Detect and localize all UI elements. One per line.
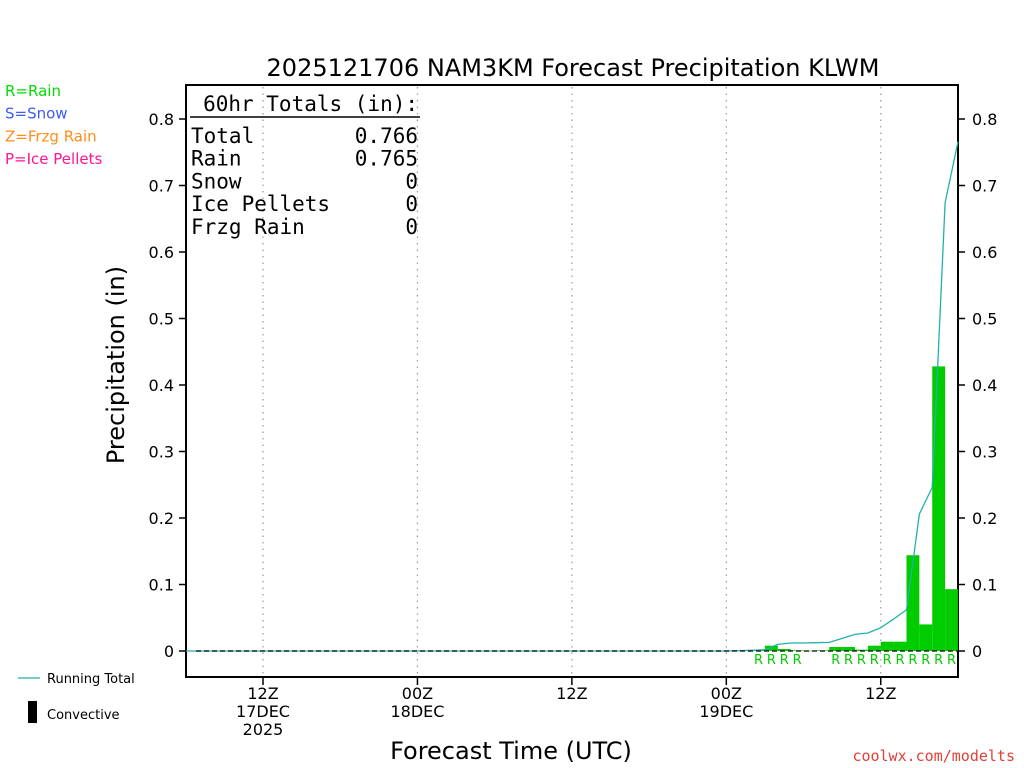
y-tick-label-right: 0.2 bbox=[972, 509, 997, 528]
y-tick-label-left: 0.5 bbox=[149, 310, 174, 329]
ptype-mark-rain: R bbox=[883, 653, 892, 668]
precip-bar bbox=[880, 641, 894, 651]
ptype-mark-rain: R bbox=[767, 653, 776, 668]
ptype-mark-rain: R bbox=[857, 653, 866, 668]
totals-label: Total bbox=[191, 124, 254, 148]
totals-value: 0 bbox=[405, 169, 418, 193]
convective-legend-swatch bbox=[28, 701, 37, 723]
ptype-legend-item: Z=Frzg Rain bbox=[5, 127, 97, 145]
ptype-mark-rain: R bbox=[844, 653, 853, 668]
y-tick-label-right: 0.3 bbox=[972, 443, 997, 462]
ptype-mark-rain: R bbox=[896, 653, 905, 668]
convective-legend-label: Convective bbox=[47, 708, 120, 723]
totals-box: 60hr Totals (in): Total 0.766 Rain 0.765 Sno… bbox=[190, 92, 420, 239]
y-axis-ticks: 0 00.1 0.10.2 0.20.3 0.30.4 0.40.5 0.50.6 0.60.… bbox=[149, 110, 998, 661]
time-tick-label-0-0: 12Z bbox=[247, 684, 278, 703]
y-tick-label-right: 0.1 bbox=[972, 576, 997, 595]
totals-rows: Total 0.766 Rain 0.765 Snow 0 Ice Pellets 0 Frzg… bbox=[191, 124, 418, 239]
ptype-mark-rain: R bbox=[908, 653, 917, 668]
time-tick-label-0-1: 17DEC bbox=[236, 702, 290, 721]
running-total-layer bbox=[185, 141, 959, 652]
ptype-mark-rain: R bbox=[780, 653, 789, 668]
y-tick-label-left: 0.1 bbox=[149, 576, 174, 595]
ptype-mark-rain: R bbox=[934, 653, 943, 668]
ptype-mark-rain: R bbox=[831, 653, 840, 668]
ptype-legend-item: S=Snow bbox=[5, 105, 68, 123]
totals-value: 0.766 bbox=[355, 124, 418, 148]
y-tick-label-left: 0.2 bbox=[149, 509, 174, 528]
x-axis-label: Forecast Time (UTC) bbox=[390, 737, 632, 765]
totals-value: 0 bbox=[405, 192, 418, 216]
ptype-mark-rain: R bbox=[754, 653, 763, 668]
running-total-legend-label: Running Total bbox=[47, 672, 135, 687]
totals-label: Rain bbox=[191, 147, 242, 171]
time-tick-label-1-0: 00Z bbox=[402, 684, 433, 703]
totals-label: Frzg Rain bbox=[191, 215, 305, 239]
precip-bar bbox=[932, 366, 946, 651]
ptype-mark-rain: R bbox=[870, 653, 879, 668]
y-tick-label-right: 0 bbox=[972, 642, 982, 661]
y-tick-label-right: 0.6 bbox=[972, 243, 997, 262]
totals-header: 60hr Totals (in): bbox=[203, 92, 418, 116]
time-tick-label-2-0: 12Z bbox=[556, 684, 587, 703]
y-tick-label-left: 0.6 bbox=[149, 243, 174, 262]
bottom-legend: Running Total Convective bbox=[18, 672, 135, 723]
totals-label: Snow bbox=[191, 169, 242, 193]
ptype-mark-rain: R bbox=[793, 653, 802, 668]
totals-value: 0.765 bbox=[355, 147, 418, 171]
y-tick-label-left: 0.4 bbox=[149, 376, 174, 395]
time-tick-label-0-2: 2025 bbox=[243, 720, 284, 739]
precip-bar bbox=[777, 649, 791, 651]
precip-bar bbox=[893, 641, 907, 651]
chart-title: 2025121706 NAM3KM Forecast Precipitation… bbox=[267, 54, 880, 82]
ptype-mark-rain: R bbox=[947, 653, 956, 668]
y-tick-label-right: 0.4 bbox=[972, 376, 997, 395]
precip-bar bbox=[803, 650, 817, 652]
y-tick-label-left: 0.3 bbox=[149, 443, 174, 462]
time-tick-label-3-0: 00Z bbox=[711, 684, 742, 703]
totals-label: Ice Pellets bbox=[191, 192, 330, 216]
credit-text: coolwx.com/modelts bbox=[852, 747, 1015, 765]
y-tick-label-right: 0.8 bbox=[972, 110, 997, 129]
totals-value: 0 bbox=[405, 215, 418, 239]
running-total-line bbox=[185, 141, 959, 652]
ptype-legend-item: P=Ice Pellets bbox=[5, 150, 102, 168]
y-tick-label-right: 0.5 bbox=[972, 310, 997, 329]
y-tick-label-left: 0.7 bbox=[149, 177, 174, 196]
time-tick-label-4-0: 12Z bbox=[865, 684, 896, 703]
precip-bar bbox=[906, 555, 920, 651]
precip-bar bbox=[829, 647, 843, 651]
ptype-mark-rain: R bbox=[921, 653, 930, 668]
ptype-legend-item: R=Rain bbox=[5, 82, 61, 100]
y-tick-label-left: 0.8 bbox=[149, 110, 174, 129]
precip-bar bbox=[919, 624, 933, 651]
y-tick-label-right: 0.7 bbox=[972, 177, 997, 196]
precip-bar bbox=[945, 589, 958, 651]
y-axis-label: Precipitation (in) bbox=[102, 266, 130, 464]
precip-bars bbox=[752, 366, 958, 652]
precip-type-legend: R=Rain S=Snow Z=Frzg Rain P=Ice Pellets bbox=[5, 82, 102, 168]
precip-bar bbox=[867, 645, 881, 651]
y-tick-label-left: 0 bbox=[164, 642, 174, 661]
time-gridlines bbox=[262, 87, 882, 675]
precip-bar bbox=[855, 649, 868, 651]
time-tick-label-1-1: 18DEC bbox=[390, 702, 444, 721]
precip-bar bbox=[842, 647, 856, 651]
time-tick-label-3-1: 19DEC bbox=[699, 702, 753, 721]
precip-bar bbox=[764, 645, 778, 651]
